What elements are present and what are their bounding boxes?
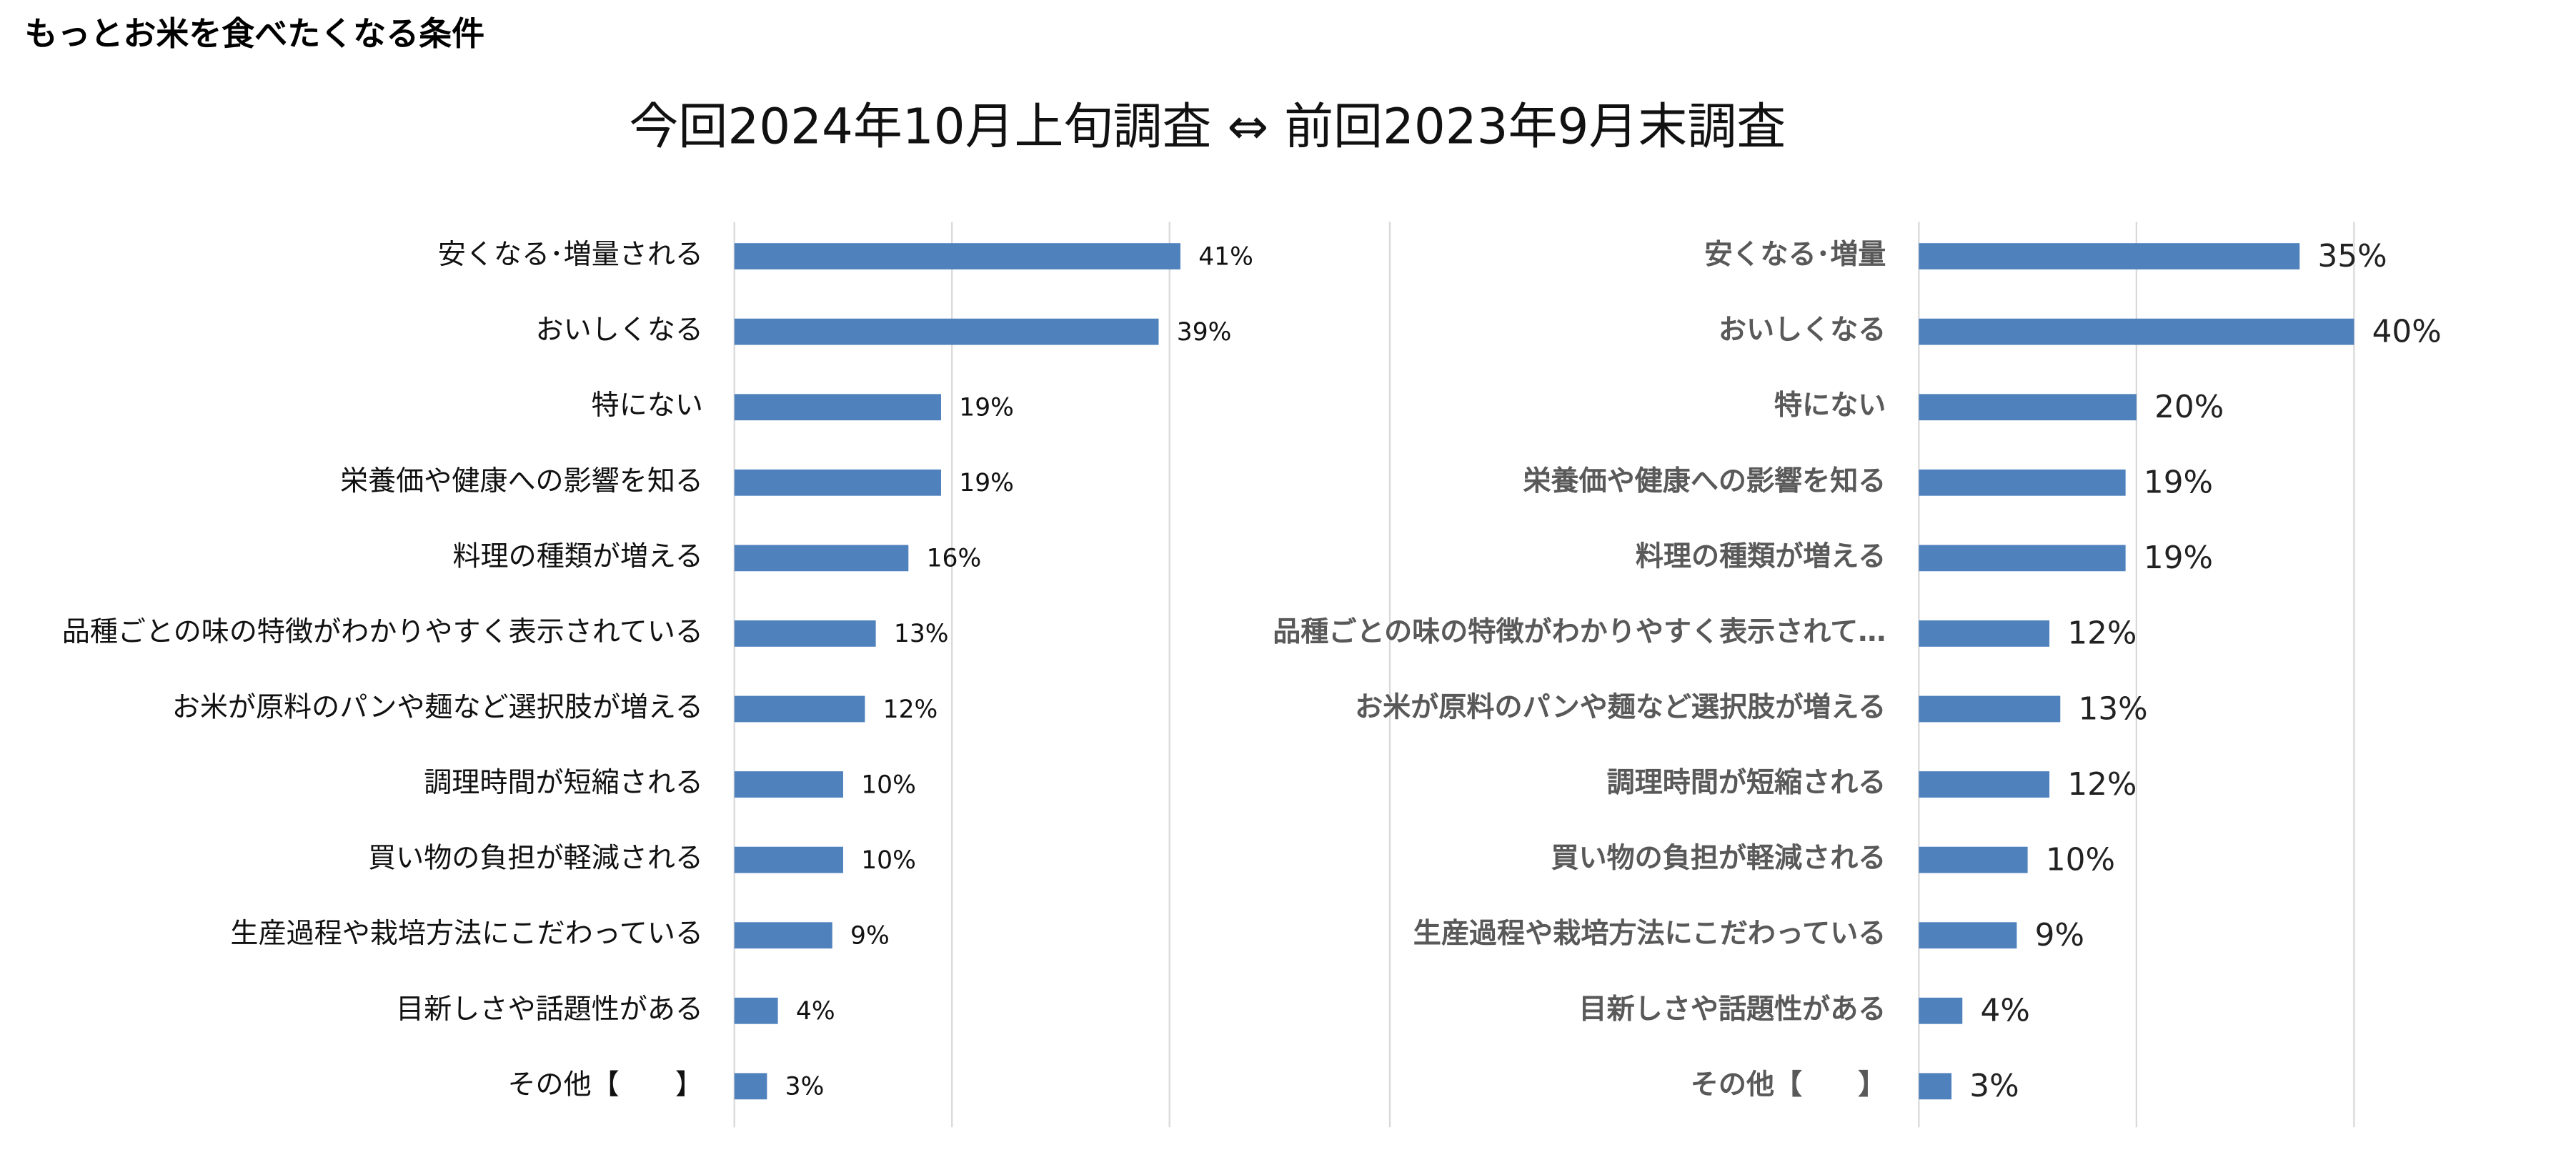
bar — [1919, 997, 1963, 1024]
category-label: 品種ごとの味の特徴がわかりやすく表示されている — [62, 616, 703, 648]
category-label: 栄養価や健康への影響を知る — [1523, 465, 1886, 497]
bar — [734, 922, 832, 949]
category-label: 調理時間が短縮される — [1607, 767, 1886, 799]
category-label: 目新しさや話題性がある — [1579, 993, 1886, 1026]
value-label: 35% — [2318, 238, 2387, 274]
value-label: 13% — [2079, 690, 2148, 727]
value-label: 3% — [1969, 1068, 2019, 1104]
category-label: 生産過程や栽培方法にこだわっている — [1413, 918, 1886, 950]
bar — [734, 318, 1159, 345]
bar — [734, 771, 843, 798]
bar — [1919, 318, 2354, 345]
category-label: おいしくなる — [1719, 314, 1886, 347]
category-label: 買い物の負担が軽減される — [368, 843, 703, 875]
value-label: 13% — [894, 620, 949, 648]
bar — [1919, 545, 2126, 572]
bar — [1919, 695, 2061, 723]
bar — [734, 1073, 767, 1100]
category-label: その他【 】 — [507, 1069, 703, 1101]
bar — [734, 620, 876, 647]
bar — [734, 243, 1180, 269]
category-label: 安くなる･増量 — [1704, 239, 1886, 271]
value-label: 12% — [2067, 615, 2137, 652]
value-label: 10% — [861, 770, 916, 799]
bar — [734, 545, 909, 572]
category-label: 栄養価や健康への影響を知る — [340, 465, 703, 497]
category-label: 調理時間が短縮される — [424, 767, 703, 799]
category-label: 生産過程や栽培方法にこだわっている — [230, 918, 703, 950]
value-label: 10% — [861, 846, 916, 875]
value-label: 19% — [2144, 465, 2213, 501]
value-label: 19% — [959, 394, 1014, 422]
bar — [1919, 620, 2050, 647]
value-label: 9% — [2035, 917, 2084, 953]
value-label: 4% — [796, 997, 835, 1026]
category-label: 料理の種類が増える — [1636, 540, 1886, 572]
bar — [1919, 394, 2137, 421]
category-label: 特にない — [592, 390, 703, 422]
bar — [734, 394, 941, 421]
value-label: 39% — [1177, 318, 1232, 347]
value-label: 41% — [1198, 242, 1253, 271]
category-label: 特にない — [1774, 390, 1886, 422]
value-label: 20% — [2154, 389, 2224, 425]
heading: 今回2024年10月上旬調査 ⇔ 前回2023年9月末調査 — [629, 99, 1786, 156]
bar — [734, 469, 941, 496]
bar — [1919, 771, 2050, 798]
bar — [1919, 922, 2017, 949]
category-label: 安くなる･増量される — [438, 239, 703, 271]
value-label: 16% — [927, 545, 982, 573]
category-label: 料理の種類が増える — [452, 540, 703, 572]
bar — [1919, 243, 2300, 269]
value-label: 9% — [850, 921, 890, 950]
value-label: 19% — [2144, 540, 2213, 576]
value-label: 12% — [883, 695, 938, 724]
bar — [734, 695, 865, 723]
category-label: 目新しさや話題性がある — [396, 993, 703, 1026]
value-label: 19% — [959, 469, 1014, 497]
category-label: その他【 】 — [1691, 1069, 1886, 1101]
value-label: 12% — [2067, 766, 2137, 803]
category-label: 買い物の負担が軽減される — [1551, 843, 1886, 875]
value-label: 4% — [1981, 993, 2030, 1029]
category-label: おいしくなる — [536, 314, 703, 347]
bar — [1919, 469, 2126, 496]
category-label: お米が原料のパンや麺など選択肢が増える — [172, 691, 703, 723]
bar — [1919, 1073, 1952, 1100]
value-label: 40% — [2372, 313, 2442, 349]
value-label: 3% — [785, 1073, 825, 1101]
bar — [734, 846, 843, 873]
category-label: 品種ごとの味の特徴がわかりやすく表示されて… — [1273, 616, 1886, 648]
page-title: もっとお米を食べたくなる条件 — [24, 14, 484, 53]
bar — [734, 997, 778, 1024]
category-label: お米が原料のパンや麺など選択肢が増える — [1355, 691, 1886, 723]
bar — [1919, 846, 2028, 873]
value-label: 10% — [2046, 841, 2115, 878]
